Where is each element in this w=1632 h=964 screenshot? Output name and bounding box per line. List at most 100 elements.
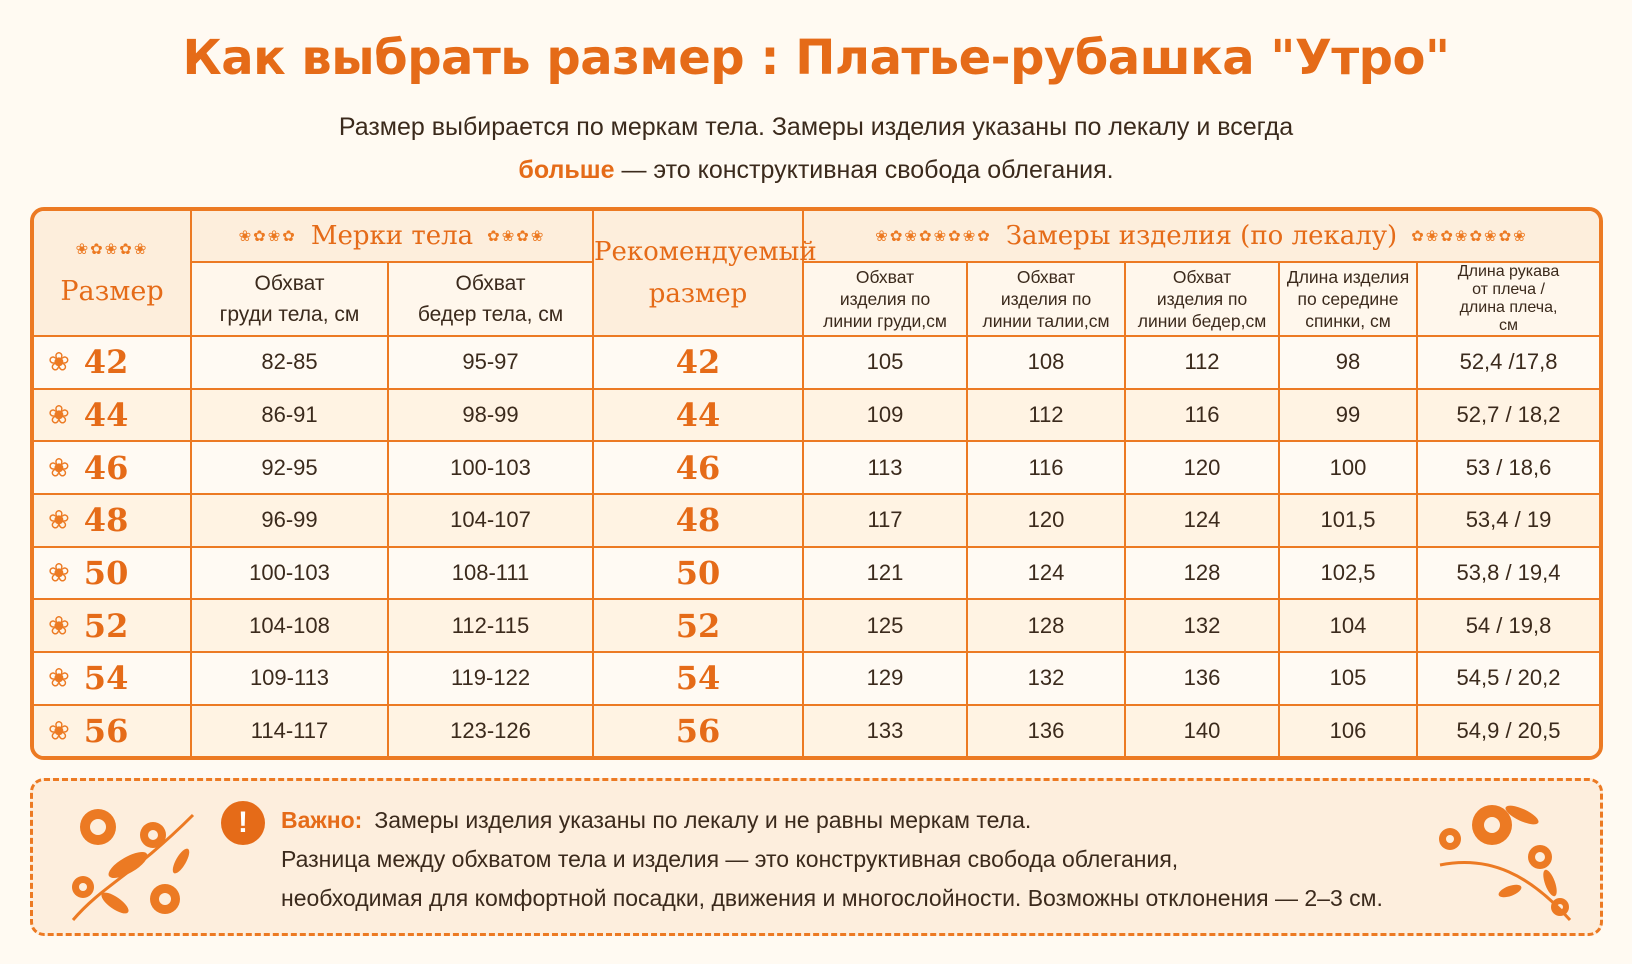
note-line-1-text: Замеры изделия указаны по лекалу и не ра… — [374, 807, 1032, 833]
recommended-size-cell: 56 — [592, 703, 805, 756]
table-row: ❀ 46 92-95 100-103 46 113 116 120 100 53 / 18,6 — [34, 440, 1599, 495]
col-hips-garment: Обхват изделия по линии бедер,см — [1124, 261, 1281, 337]
hips-garment-cell: 128 — [1124, 545, 1281, 601]
note-text: Важно: Замеры изделия указаны по лекалу и… — [281, 801, 1431, 918]
waist-garment-cell: 116 — [966, 440, 1127, 495]
sleeve-length-cell: 53,8 / 19,4 — [1416, 545, 1599, 601]
chest-body-cell: 104-108 — [190, 598, 389, 653]
col-chest-garment-l1: Обхват — [855, 267, 915, 287]
size-cell: ❀ 54 — [34, 650, 192, 706]
back-length-cell: 100 — [1278, 440, 1419, 495]
col-chest-body-l2: груди тела, см — [219, 303, 360, 326]
flower-icon: ❀ — [48, 662, 70, 693]
sleeve-length-cell: 54,9 / 20,5 — [1416, 703, 1599, 756]
flower-icon: ❀ — [48, 346, 70, 377]
subtitle-highlight: больше — [518, 156, 615, 184]
col-chest-garment-l3: линии груди,см — [823, 311, 947, 331]
table-row: ❀ 52 104-108 112-115 52 125 128 132 104 54 / 19,8 — [34, 598, 1599, 653]
hips-body-cell: 108-111 — [386, 545, 595, 601]
sleeve-length-cell: 53,4 / 19 — [1416, 492, 1599, 548]
recommended-size-cell: 54 — [592, 650, 805, 706]
back-length-cell: 105 — [1278, 650, 1419, 706]
size-number: 50 — [83, 553, 129, 592]
recommended-size-cell: 52 — [592, 598, 805, 653]
col-chest-body: Обхват груди тела, см — [191, 261, 389, 337]
chest-body-cell: 109-113 — [190, 650, 389, 706]
recommended-size-header: Рекомендуемый размер — [592, 211, 817, 337]
chest-garment-cell: 121 — [802, 545, 969, 601]
size-number: 54 — [83, 659, 129, 698]
hips-body-cell: 95-97 — [386, 335, 595, 390]
size-cell: ❀ 46 — [34, 440, 192, 495]
flower-icon: ❀ — [48, 610, 70, 641]
subtitle-line-2: больше — это конструктивная свобода обле… — [0, 149, 1632, 192]
hips-garment-cell: 112 — [1124, 335, 1281, 390]
size-cell: ❀ 50 — [34, 545, 192, 601]
table-row: ❀ 44 86-91 98-99 44 109 112 116 99 52,7 / 18,2 — [34, 387, 1599, 443]
col-waist-garment-l2: изделия по — [1000, 289, 1092, 309]
hips-garment-cell: 132 — [1124, 598, 1281, 653]
page-title: Как выбрать размер : Платье-рубашка "Утр… — [182, 30, 1450, 86]
chest-body-cell: 82-85 — [190, 335, 389, 390]
col-hips-body: Обхват бедер тела, см — [386, 261, 595, 337]
important-note: ! Важно: Замеры изделия указаны по лекалу… — [30, 778, 1603, 936]
back-length-cell: 102,5 — [1278, 545, 1419, 601]
size-cell: ❀ 56 — [34, 703, 192, 756]
flower-icon: ❀ — [48, 452, 70, 483]
col-back-length-l1: Длина изделия — [1286, 267, 1410, 287]
hips-garment-cell: 124 — [1124, 492, 1281, 548]
col-sleeve-length-l3: длина плеча, — [1459, 299, 1558, 316]
waist-garment-cell: 108 — [966, 335, 1127, 390]
table-row: ❀ 54 109-113 119-122 54 129 132 136 105 54,5 / 20… — [34, 650, 1599, 706]
note-line-3: необходимая для комфортной посадки, движ… — [281, 885, 1383, 911]
floral-ornament-icon — [71, 809, 195, 921]
size-header-label: Размер — [60, 275, 164, 307]
note-line-1: Важно: Замеры изделия указаны по лекалу и… — [281, 801, 1431, 840]
col-hips-body-l1: Обхват — [455, 272, 526, 295]
size-number: 42 — [83, 343, 129, 382]
size-number: 52 — [83, 606, 129, 645]
flower-icon: ❀ — [48, 715, 70, 746]
size-number: 44 — [83, 395, 129, 434]
col-hips-garment-l3: линии бедер,см — [1137, 311, 1267, 331]
recommended-size-cell: 44 — [592, 387, 805, 443]
chest-body-cell: 100-103 — [190, 545, 389, 601]
waist-garment-cell: 136 — [966, 703, 1127, 756]
size-header: ❀✿❀✿❀ Размер — [34, 211, 192, 337]
chest-garment-cell: 129 — [802, 650, 969, 706]
back-length-cell: 104 — [1278, 598, 1419, 653]
recommended-size-cell: 42 — [592, 335, 805, 390]
col-back-length-l3: спинки, см — [1305, 311, 1391, 331]
waist-garment-cell: 120 — [966, 492, 1127, 548]
hips-body-cell: 100-103 — [386, 440, 595, 495]
sleeve-length-cell: 52,7 / 18,2 — [1416, 387, 1599, 443]
floral-ornament-icon — [1439, 805, 1572, 921]
recommended-header-line-2: размер — [648, 279, 748, 309]
col-waist-garment-l1: Обхват — [1016, 267, 1076, 287]
col-hips-garment-l2: изделия по — [1156, 289, 1248, 309]
back-length-cell: 99 — [1278, 387, 1419, 443]
chest-garment-cell: 133 — [802, 703, 969, 756]
col-sleeve-length: Длина рукава от плеча / длина плеча, см — [1416, 261, 1599, 337]
garment-measurements-label: Замеры изделия (по лекалу) — [1005, 221, 1398, 251]
size-table: ❀✿❀✿❀ Размер ❀✿❀✿ Мерки тела ✿❀✿❀ Рекоме… — [30, 207, 1603, 760]
sleeve-length-cell: 54,5 / 20,2 — [1416, 650, 1599, 706]
subtitle-line-2-rest: — это конструктивная свобода облегания. — [614, 156, 1114, 184]
table-row: ❀ 42 82-85 95-97 42 105 108 112 98 52,4 /17,8 — [34, 335, 1599, 390]
subtitle-line-1: Размер выбирается по меркам тела. Замеры… — [338, 113, 1294, 141]
waist-garment-cell: 112 — [966, 387, 1127, 443]
col-chest-garment-l2: изделия по — [839, 289, 931, 309]
size-number: 46 — [83, 448, 129, 487]
hips-body-cell: 104-107 — [386, 492, 595, 548]
hips-body-cell: 119-122 — [386, 650, 595, 706]
size-number: 48 — [83, 501, 129, 540]
floral-ornament-icon: ❀✿❀✿ — [238, 227, 297, 245]
col-sleeve-length-l4: см — [1499, 317, 1519, 334]
note-line-2: Разница между обхватом тела и изделия — … — [281, 846, 1179, 872]
size-cell: ❀ 52 — [34, 598, 192, 653]
hips-body-cell: 98-99 — [386, 387, 595, 443]
waist-garment-cell: 124 — [966, 545, 1127, 601]
hips-garment-cell: 120 — [1124, 440, 1281, 495]
size-cell: ❀ 44 — [34, 387, 192, 443]
chest-garment-cell: 117 — [802, 492, 969, 548]
